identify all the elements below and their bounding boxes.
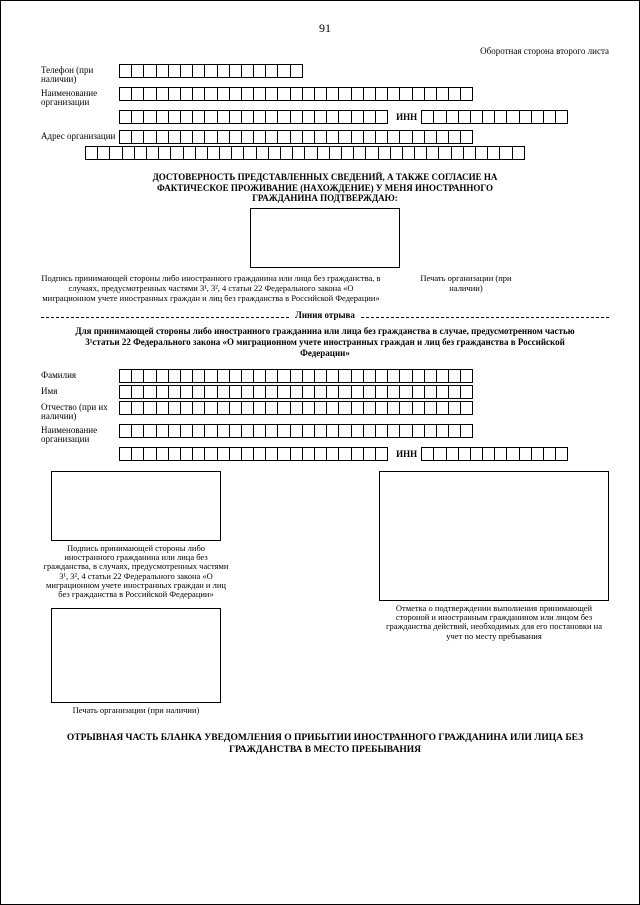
lower-boxes: Подпись принимающей стороны либо иностра… bbox=[41, 471, 609, 715]
orgname-cells-2[interactable] bbox=[119, 110, 388, 124]
inn2-cells[interactable] bbox=[421, 447, 568, 461]
stamp-caption-2: Печать организации (при наличии) bbox=[51, 706, 221, 715]
orgname-row1: Наименование организации bbox=[41, 87, 609, 108]
declaration-text: ДОСТОВЕРНОСТЬ ПРЕДСТАВЛЕННЫХ СВЕДЕНИЙ, А… bbox=[135, 172, 515, 204]
phone-cells[interactable] bbox=[119, 64, 303, 78]
page-number: 91 bbox=[41, 21, 609, 36]
addr-row1: Адрес организации bbox=[41, 130, 609, 144]
signature-box-2[interactable] bbox=[51, 471, 221, 541]
stamp-box-2[interactable] bbox=[51, 608, 221, 703]
tear-line-wrap: Линия отрыва bbox=[41, 317, 609, 318]
phone-row: Телефон (при наличии) bbox=[41, 64, 609, 85]
inn-label: ИНН bbox=[388, 110, 421, 122]
name-row: Имя bbox=[41, 385, 609, 399]
org2-label: Наименование организации bbox=[41, 424, 119, 445]
inn-cells[interactable] bbox=[421, 110, 568, 124]
lower-left-col: Подпись принимающей стороны либо иностра… bbox=[41, 471, 231, 715]
confirmation-mark-box[interactable] bbox=[379, 471, 609, 601]
surname-cells[interactable] bbox=[119, 369, 473, 383]
stamp-note-top: Печать организации (при наличии) bbox=[411, 274, 521, 294]
orgname-cells-1[interactable] bbox=[119, 87, 473, 101]
addr-cells-2[interactable] bbox=[85, 146, 525, 160]
lower-right-col: Отметка о подтверждении выполнения прини… bbox=[379, 471, 609, 641]
surname-row: Фамилия bbox=[41, 369, 609, 383]
org2-cells-2[interactable] bbox=[119, 447, 388, 461]
orgname-row2: ИНН bbox=[41, 110, 609, 124]
patronymic-cells[interactable] bbox=[119, 401, 473, 415]
confirmation-caption: Отметка о подтверждении выполнения прини… bbox=[379, 604, 609, 641]
name-cells[interactable] bbox=[119, 385, 473, 399]
inn2-label: ИНН bbox=[388, 447, 421, 459]
name-label: Имя bbox=[41, 385, 119, 396]
patronymic-row: Отчество (при их наличии) bbox=[41, 401, 609, 422]
signature-top-wrap bbox=[41, 208, 609, 268]
orgname-label: Наименование организации bbox=[41, 87, 119, 108]
signature-caption-2: Подпись принимающей стороны либо иностра… bbox=[41, 544, 231, 600]
addr-label: Адрес организации bbox=[41, 130, 119, 141]
signature-note-left: Подпись принимающей стороны либо иностра… bbox=[41, 274, 381, 303]
sheet-side-note: Оборотная сторона второго листа bbox=[41, 46, 609, 56]
addr-row2 bbox=[41, 146, 609, 160]
tear-label: Линия отрыва bbox=[289, 310, 361, 320]
org2-row1: Наименование организации bbox=[41, 424, 609, 445]
org2-cells-1[interactable] bbox=[119, 424, 473, 438]
signature-notes-row: Подпись принимающей стороны либо иностра… bbox=[41, 274, 609, 303]
footer-title: ОТРЫВНАЯ ЧАСТЬ БЛАНКА УВЕДОМЛЕНИЯ О ПРИБ… bbox=[41, 733, 609, 757]
phone-label: Телефон (при наличии) bbox=[41, 64, 119, 85]
tear-section-text: Для принимающей стороны либо иностранног… bbox=[61, 326, 589, 358]
org2-row2: ИНН bbox=[41, 447, 609, 461]
surname-label: Фамилия bbox=[41, 369, 119, 380]
signature-box-top[interactable] bbox=[250, 208, 400, 268]
addr-cells-1[interactable] bbox=[119, 130, 473, 144]
patronymic-label: Отчество (при их наличии) bbox=[41, 401, 119, 422]
form-page: 91 Оборотная сторона второго листа Телеф… bbox=[0, 0, 640, 905]
